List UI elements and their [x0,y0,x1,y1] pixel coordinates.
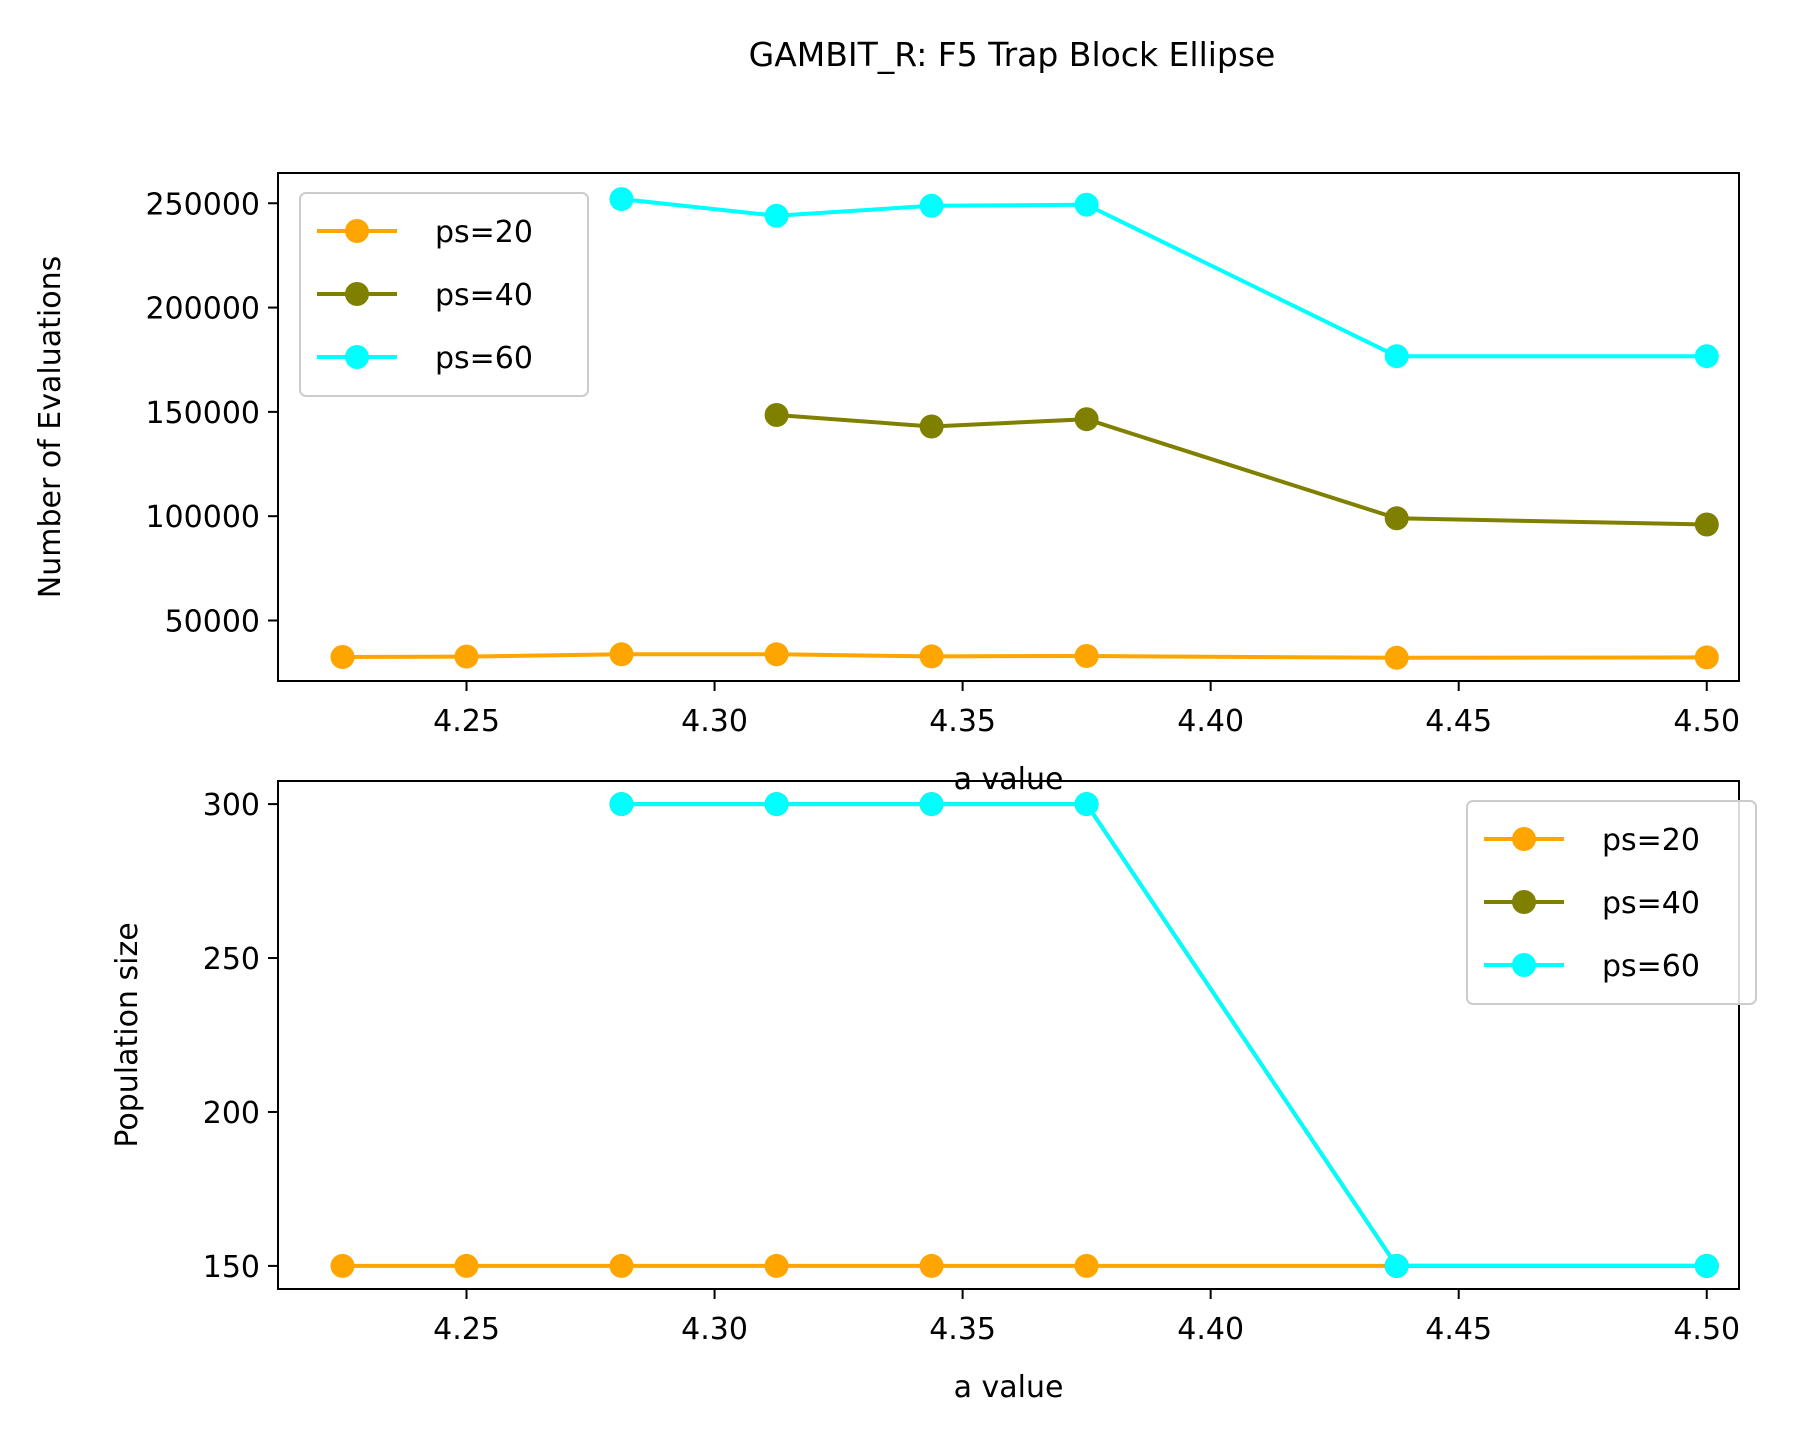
legend: ps=20 ps=40 ps=60 [1466,800,1757,1005]
series-line-ps60 [621,802,1707,1268]
data-point-ps40 [764,403,789,427]
data-point-ps60 [1074,192,1099,217]
legend-entry: ps=40 [317,278,533,313]
data-point-ps20 [609,642,634,667]
legend-box [299,192,589,397]
y-tick-label: 100000 [145,500,260,535]
y-tick-label: 50000 [165,604,260,639]
y-axis-label: Number of Evaluations [33,256,68,598]
subplot-2: 4.25 4.30 4.35 4.40 4.45 4.50 150 200 250 300 a va… [110,780,1757,1405]
x-tick-label: 4.50 [1673,1312,1740,1347]
x-tick-label: 4.50 [1673,704,1740,739]
data-point-ps60 [1694,1253,1719,1278]
x-tick-label: 4.25 [433,704,500,739]
legend-marker-swatch [1512,953,1536,977]
data-point-ps60 [919,193,944,218]
data-point-ps20 [919,1253,944,1278]
legend-label: ps=40 [1602,886,1700,921]
series-line-ps20 [342,652,1707,660]
legend-entry: ps=20 [1484,823,1700,858]
legend-marker-swatch [345,219,369,243]
y-tick-label: 200 [203,1096,260,1131]
data-point-ps20 [1074,644,1099,668]
legend-box [1466,800,1757,1005]
y-tick-label: 300 [203,788,260,823]
y-tick-label: 250 [203,942,260,977]
data-point-ps60 [1384,1253,1409,1278]
figure-title: GAMBIT_R: F5 Trap Block Ellipse [749,35,1276,74]
legend-label: ps=60 [435,341,533,376]
data-point-ps20 [1694,645,1719,670]
legend-marker-swatch [1512,890,1536,914]
data-point-ps20 [919,644,944,669]
legend-marker-swatch [345,345,369,369]
legend-label: ps=60 [1602,949,1700,984]
data-point-ps40 [1074,407,1099,432]
data-point-ps20 [1074,1253,1099,1278]
x-tick-label: 4.25 [433,1312,500,1347]
data-point-ps60 [764,203,789,228]
x-tick-label: 4.45 [1425,1312,1492,1347]
x-axis-label: a value [954,1370,1064,1405]
data-point-ps20 [1384,645,1409,670]
data-point-ps40 [919,414,944,439]
data-point-ps60 [919,792,944,817]
x-axis-label: a value [954,762,1064,797]
y-tick-label: 150 [203,1250,260,1285]
y-tick-label: 250000 [145,187,260,222]
x-tick-label: 4.40 [1177,1312,1244,1347]
x-tick-label: 4.30 [681,704,748,739]
data-point-ps60 [1074,792,1099,817]
axes-frame [277,172,1740,682]
y-tick-label: 200000 [145,292,260,327]
data-point-ps20 [764,1253,789,1278]
data-point-ps60 [1384,344,1409,369]
series-line-ps60 [621,197,1707,359]
legend-entry: ps=60 [317,341,533,376]
data-point-ps60 [609,187,634,212]
plots: 4.25 4.30 4.35 4.40 4.45 4.50 50000 100000 15000… [33,172,1757,1405]
data-point-ps60 [1694,344,1719,369]
x-tick-label: 4.45 [1425,704,1492,739]
data-point-ps20 [330,1253,355,1278]
data-point-ps40 [1694,512,1719,537]
legend-entry: ps=20 [317,215,533,250]
data-point-ps20 [454,1253,479,1278]
data-point-ps40 [1384,506,1409,531]
x-tick-label: 4.40 [1177,704,1244,739]
legend-label: ps=40 [435,278,533,313]
series-group [330,792,1719,1278]
legend-entry: ps=60 [1484,949,1700,984]
legend-marker-swatch [345,282,369,306]
y-tick-label: 150000 [145,396,260,431]
data-point-ps20 [454,644,479,669]
data-point-ps20 [609,1253,634,1278]
y-axis-label: Population size [110,922,145,1147]
legend-label: ps=20 [1602,823,1700,858]
data-point-ps20 [764,642,789,667]
subplot-1: 4.25 4.30 4.35 4.40 4.45 4.50 50000 100000 15000… [33,172,1740,797]
legend-label: ps=20 [435,215,533,250]
data-point-ps20 [330,645,355,669]
data-point-ps60 [764,792,789,817]
legend-marker-swatch [1512,827,1536,851]
x-tick-label: 4.30 [681,1312,748,1347]
legend: ps=20 ps=40 ps=60 [299,192,589,397]
series-group [330,187,1719,670]
x-tick-label: 4.35 [929,704,996,739]
legend-entry: ps=40 [1484,886,1700,921]
data-point-ps60 [609,792,634,817]
axes-frame [277,780,1740,1290]
x-tick-label: 4.35 [929,1312,996,1347]
